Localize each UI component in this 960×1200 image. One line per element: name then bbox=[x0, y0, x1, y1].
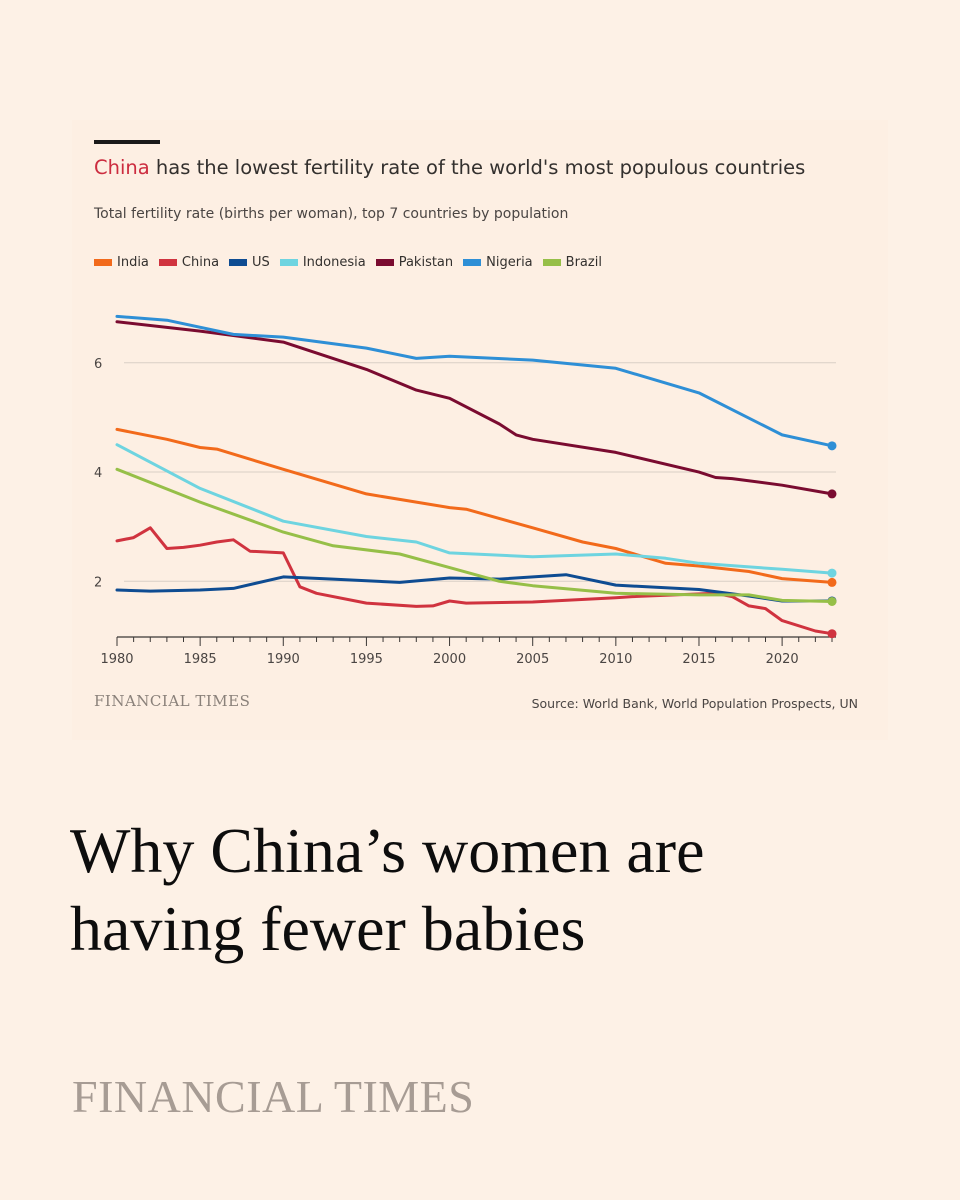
legend-swatch-us bbox=[229, 259, 248, 266]
series-line-us bbox=[115, 573, 834, 603]
legend-swatch-nigeria bbox=[463, 259, 482, 266]
legend-item-china: China bbox=[158, 255, 220, 270]
legend-item-nigeria: Nigeria bbox=[463, 255, 533, 270]
chart-top-rule bbox=[94, 140, 160, 144]
series-end-dot-nigeria bbox=[827, 441, 837, 451]
series-line-india bbox=[115, 427, 834, 584]
series-line-indonesia bbox=[115, 443, 834, 575]
chart-title-rest: has the lowest fertility rate of the wor… bbox=[155, 156, 806, 179]
headline-line-1: Why China’s women are bbox=[70, 815, 705, 886]
chart-legend: India China US Indonesia Pakistan Nigeria Braz… bbox=[94, 255, 612, 270]
legend-swatch-indonesia bbox=[279, 259, 298, 266]
legend-swatch-china bbox=[158, 259, 177, 266]
legend-item-brazil: Brazil bbox=[542, 255, 602, 270]
x-tick-label: 2020 bbox=[766, 652, 799, 667]
x-tick-label: 2015 bbox=[682, 652, 715, 667]
series-end-dot-india bbox=[827, 577, 837, 587]
x-tick-label: 1995 bbox=[350, 652, 383, 667]
x-tick-label: 1985 bbox=[184, 652, 217, 667]
legend-item-india: India bbox=[94, 255, 149, 270]
chart-brand-logo: FINANCIAL TIMES bbox=[94, 692, 251, 710]
legend-swatch-pakistan bbox=[375, 259, 394, 266]
x-tick-label: 1980 bbox=[100, 652, 133, 667]
legend-item-pakistan: Pakistan bbox=[375, 255, 454, 270]
x-tick-label: 2000 bbox=[433, 652, 466, 667]
chart-source-note: Source: World Bank, World Population Pro… bbox=[531, 696, 858, 711]
series-line-brazil bbox=[115, 467, 834, 603]
x-tick-label: 2005 bbox=[516, 652, 549, 667]
series-end-dot-indonesia bbox=[827, 568, 837, 578]
legend-label-us: US bbox=[252, 255, 270, 270]
series-line-pakistan bbox=[115, 320, 834, 496]
series-end-dot-china bbox=[827, 629, 837, 639]
x-tick-label: 1990 bbox=[267, 652, 300, 667]
legend-item-indonesia: Indonesia bbox=[279, 255, 366, 270]
series-line-china bbox=[115, 526, 834, 636]
series-end-dot-brazil bbox=[827, 596, 837, 606]
chart-title: China has the lowest fertility rate of t… bbox=[94, 156, 805, 179]
legend-swatch-india bbox=[94, 259, 112, 266]
brand-logo: FINANCIAL TIMES bbox=[72, 1071, 475, 1122]
y-tick-label: 4 bbox=[94, 466, 102, 481]
y-tick-label: 2 bbox=[94, 575, 102, 590]
legend-label-china: China bbox=[181, 255, 220, 270]
y-tick-label: 6 bbox=[94, 357, 102, 372]
legend-label-india: India bbox=[117, 255, 149, 270]
headline-line-2: having fewer babies bbox=[70, 893, 586, 964]
chart-title-highlight: China bbox=[94, 156, 150, 179]
series-end-dot-pakistan bbox=[827, 489, 837, 499]
series-line-nigeria bbox=[115, 314, 834, 448]
headline: Why China’s women are having fewer babies bbox=[70, 812, 890, 968]
chart-subtitle: Total fertility rate (births per woman),… bbox=[94, 206, 569, 222]
line-chart: 2 4 6 1980 1985 1990 1995 2000 2005 2010 2015 2020 bbox=[94, 314, 837, 667]
legend-label-pakistan: Pakistan bbox=[398, 255, 454, 270]
legend-label-nigeria: Nigeria bbox=[486, 255, 533, 270]
legend-label-brazil: Brazil bbox=[565, 255, 602, 270]
legend-label-indonesia: Indonesia bbox=[302, 255, 366, 270]
legend-swatch-brazil bbox=[542, 259, 561, 266]
x-tick-label: 2010 bbox=[599, 652, 632, 667]
legend-item-us: US bbox=[229, 255, 270, 270]
